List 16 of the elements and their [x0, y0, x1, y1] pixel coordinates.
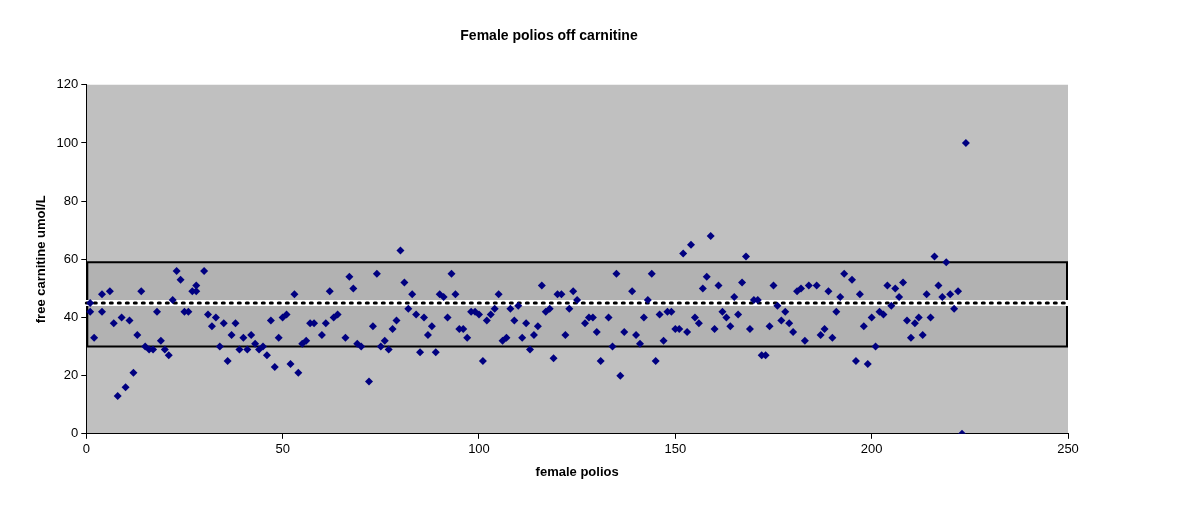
y-tick-label: 60 — [63, 250, 79, 266]
chart-title: Female polios off carnitine — [460, 27, 638, 44]
x-tick-label: 250 — [1057, 441, 1079, 457]
x-tick-label: 150 — [664, 441, 687, 457]
x-tick-label: 100 — [468, 441, 490, 457]
y-axis-title: free carnitine umol/L — [33, 195, 49, 324]
x-tick-label: 200 — [860, 441, 883, 457]
x-axis-title: female polios — [535, 463, 619, 479]
y-tick-label: 40 — [63, 309, 79, 325]
y-tick-label: 20 — [63, 367, 79, 383]
y-tick-label: 100 — [56, 134, 79, 150]
y-tick-label: 120 — [56, 76, 79, 92]
y-tick-label: 0 — [71, 425, 79, 441]
y-tick-label: 80 — [63, 192, 79, 208]
x-tick-label: 0 — [82, 441, 90, 457]
x-tick-label: 50 — [275, 441, 290, 457]
